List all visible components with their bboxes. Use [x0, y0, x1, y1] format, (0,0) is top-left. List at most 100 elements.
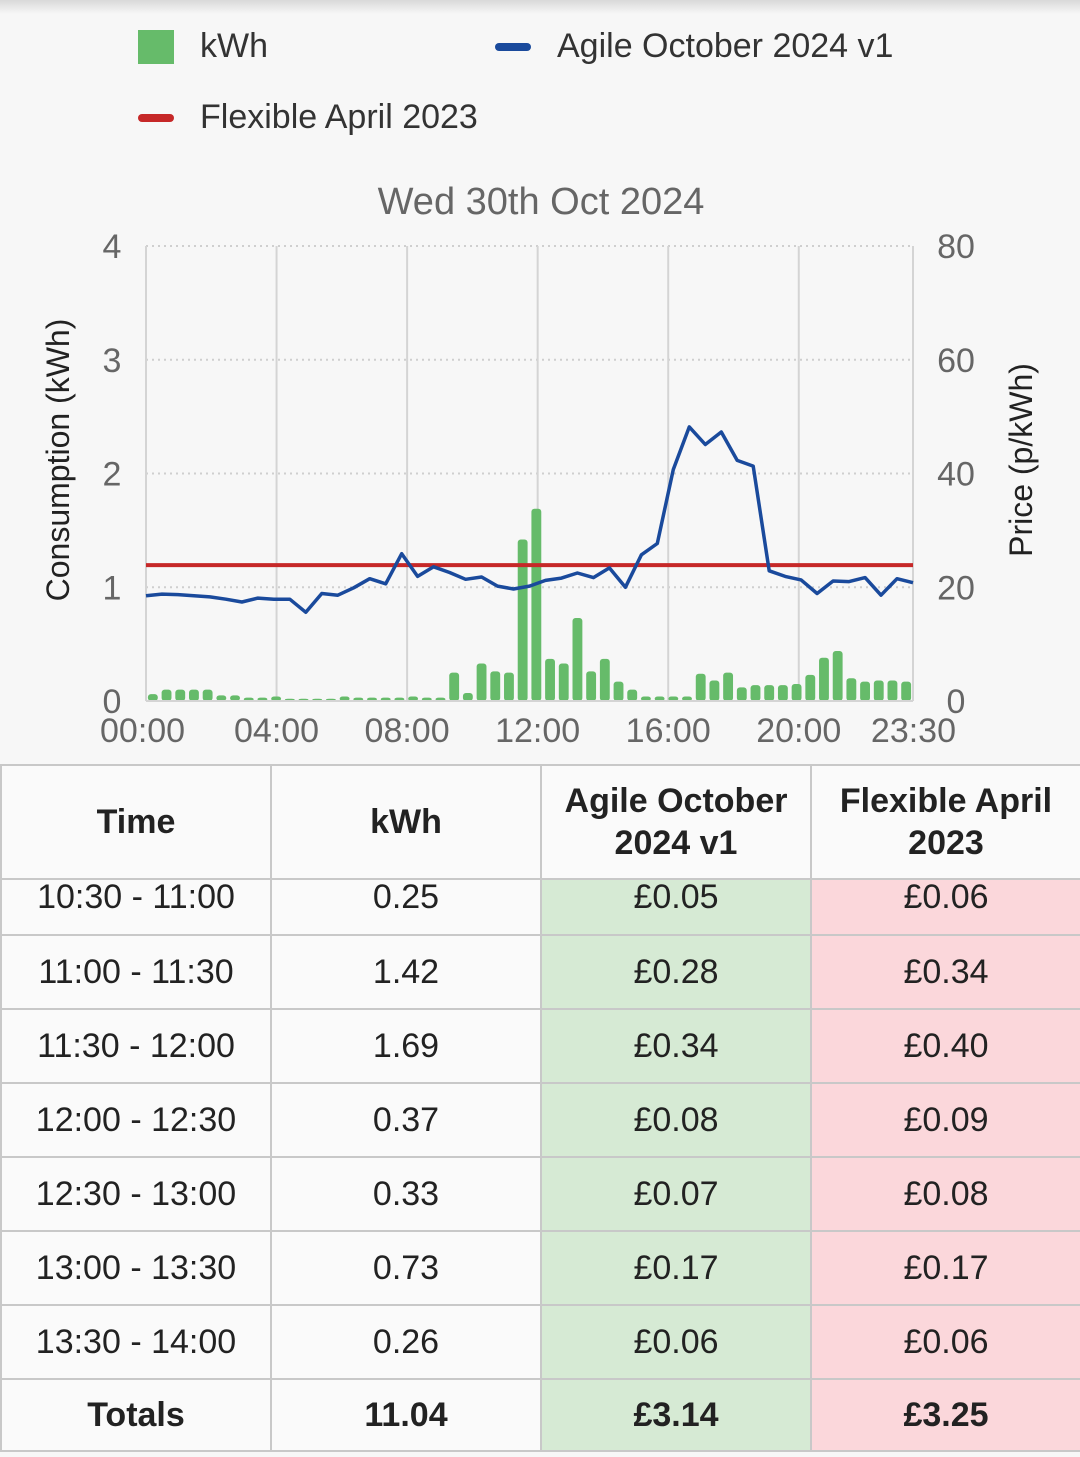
cell-flexible: £0.09	[810, 1082, 1080, 1158]
table-row: 11:00 - 11:30 1.42 £0.28 £0.34	[0, 934, 1080, 1010]
chart-grid	[145, 245, 914, 701]
header-time[interactable]: Time	[0, 764, 272, 880]
cell-agile: £0.08	[540, 1082, 812, 1158]
table-row: 13:00 - 13:30 0.73 £0.17 £0.17	[0, 1230, 1080, 1306]
header-kwh[interactable]: kWh	[270, 764, 542, 880]
cell-time: 11:30 - 12:00	[0, 1008, 272, 1084]
legend-item-kwh[interactable]: kWh	[138, 27, 268, 66]
kwh-bar	[805, 674, 816, 701]
header-agile-line2: 2024 v1	[614, 824, 738, 862]
top-shadow	[0, 0, 1080, 14]
table-header-row: Time kWh Agile October 2024 v1 Flexible A…	[0, 764, 1080, 880]
legend-label-flexible: Flexible April 2023	[200, 98, 478, 136]
kwh-bars	[147, 508, 912, 701]
y-tick-label-left: 0	[103, 683, 122, 721]
y-tick-label-right: 40	[937, 456, 975, 494]
kwh-bar	[599, 658, 610, 701]
cell-time: 12:00 - 12:30	[0, 1082, 272, 1158]
kwh-bar	[832, 650, 843, 701]
kwh-bar	[504, 672, 514, 701]
header-flexible[interactable]: Flexible April 2023	[810, 764, 1080, 880]
cell-agile: £0.05	[540, 878, 812, 936]
totals-kwh: 11.04	[270, 1378, 542, 1452]
kwh-bar	[860, 681, 870, 701]
kwh-bar	[586, 671, 597, 701]
kwh-bar	[339, 696, 350, 701]
cell-flexible: £0.08	[810, 1156, 1080, 1232]
table-row: 13:30 - 14:00 0.26 £0.06 £0.06	[0, 1304, 1080, 1380]
table-row: 10:30 - 11:00 0.25 £0.05 £0.06	[0, 878, 1080, 936]
table-row: 12:00 - 12:30 0.37 £0.08 £0.09	[0, 1082, 1080, 1158]
cell-agile: £0.28	[540, 934, 812, 1010]
legend-item-agile[interactable]: Agile October 2024 v1	[495, 27, 893, 66]
cell-flexible: £0.40	[810, 1008, 1080, 1084]
cell-kwh: 0.37	[270, 1082, 542, 1158]
legend-swatch-kwh	[138, 29, 174, 64]
price-lines	[145, 425, 914, 615]
cell-agile: £0.17	[540, 1230, 812, 1306]
cell-kwh: 1.42	[270, 934, 542, 1010]
cell-time: 10:30 - 11:00	[0, 878, 272, 936]
kwh-bar	[462, 693, 473, 701]
kwh-bar	[750, 685, 761, 701]
cell-kwh: 0.33	[270, 1156, 542, 1232]
x-tick-label: 16:00	[626, 712, 711, 750]
table-row: 11:30 - 12:00 1.69 £0.34 £0.40	[0, 1008, 1080, 1084]
legend-label-agile: Agile October 2024 v1	[557, 27, 894, 65]
x-tick-label: 04:00	[234, 712, 319, 750]
cell-flexible: £0.06	[810, 1304, 1080, 1380]
kwh-bar	[627, 689, 638, 701]
kwh-bar	[723, 672, 734, 701]
y-tick-label-left: 3	[103, 342, 122, 380]
cell-agile: £0.07	[540, 1156, 812, 1232]
kwh-bar	[764, 685, 775, 701]
kwh-bar	[161, 689, 172, 701]
kwh-bar	[216, 695, 227, 701]
cell-kwh: 0.25	[270, 878, 542, 936]
kwh-bar	[887, 680, 898, 701]
cell-kwh: 0.26	[270, 1304, 542, 1380]
header-agile[interactable]: Agile October 2024 v1	[540, 764, 812, 880]
totals-flexible: £3.25	[810, 1378, 1080, 1452]
cell-time: 13:00 - 13:30	[0, 1230, 272, 1306]
kwh-bar	[873, 680, 884, 701]
kwh-bar	[682, 696, 692, 701]
kwh-bar	[695, 673, 706, 701]
cell-time: 12:30 - 13:00	[0, 1156, 272, 1232]
kwh-bar	[189, 689, 199, 701]
legend-label-kwh: kWh	[200, 27, 268, 65]
kwh-bar	[476, 663, 487, 701]
x-tick-label: 00:00	[100, 712, 185, 750]
y-tick-label-right: 60	[937, 342, 975, 380]
kwh-bar	[230, 695, 240, 701]
kwh-bar	[777, 685, 788, 701]
totals-agile: £3.14	[540, 1378, 812, 1452]
table-row: 12:30 - 13:00 0.33 £0.07 £0.08	[0, 1156, 1080, 1232]
y-tick-label-left: 1	[103, 569, 122, 607]
kwh-bar	[408, 696, 419, 701]
y-tick-label-right: 20	[937, 569, 975, 607]
legend-swatch-agile	[495, 42, 531, 51]
legend-item-flexible[interactable]: Flexible April 2023	[138, 98, 478, 137]
chart-title: Wed 30th Oct 2024	[378, 181, 705, 223]
cell-agile: £0.06	[540, 1304, 812, 1380]
kwh-bar	[545, 658, 555, 701]
consumption-chart[interactable]: Wed 30th Oct 2024 0 1 2 3 4 0 20 40 60 80 00:00 04:…	[0, 160, 1080, 760]
cell-flexible: £0.17	[810, 1230, 1080, 1306]
y-tick-label-right: 0	[947, 683, 966, 721]
kwh-bar	[791, 683, 802, 701]
kwh-bar	[572, 617, 583, 701]
cell-flexible: £0.34	[810, 934, 1080, 1010]
x-tick-label: 08:00	[365, 712, 450, 750]
cost-table: Time kWh Agile October 2024 v1 Flexible A…	[0, 764, 1080, 1452]
y-tick-label-left: 2	[103, 456, 122, 494]
cell-kwh: 1.69	[270, 1008, 542, 1084]
x-tick-label: 20:00	[756, 712, 841, 750]
totals-row: Totals 11.04 £3.14 £3.25	[0, 1378, 1080, 1452]
kwh-bar	[736, 687, 747, 701]
kwh-bar	[613, 681, 624, 701]
kwh-bar	[709, 680, 720, 701]
kwh-bar	[449, 672, 460, 701]
kwh-bar	[202, 689, 213, 701]
